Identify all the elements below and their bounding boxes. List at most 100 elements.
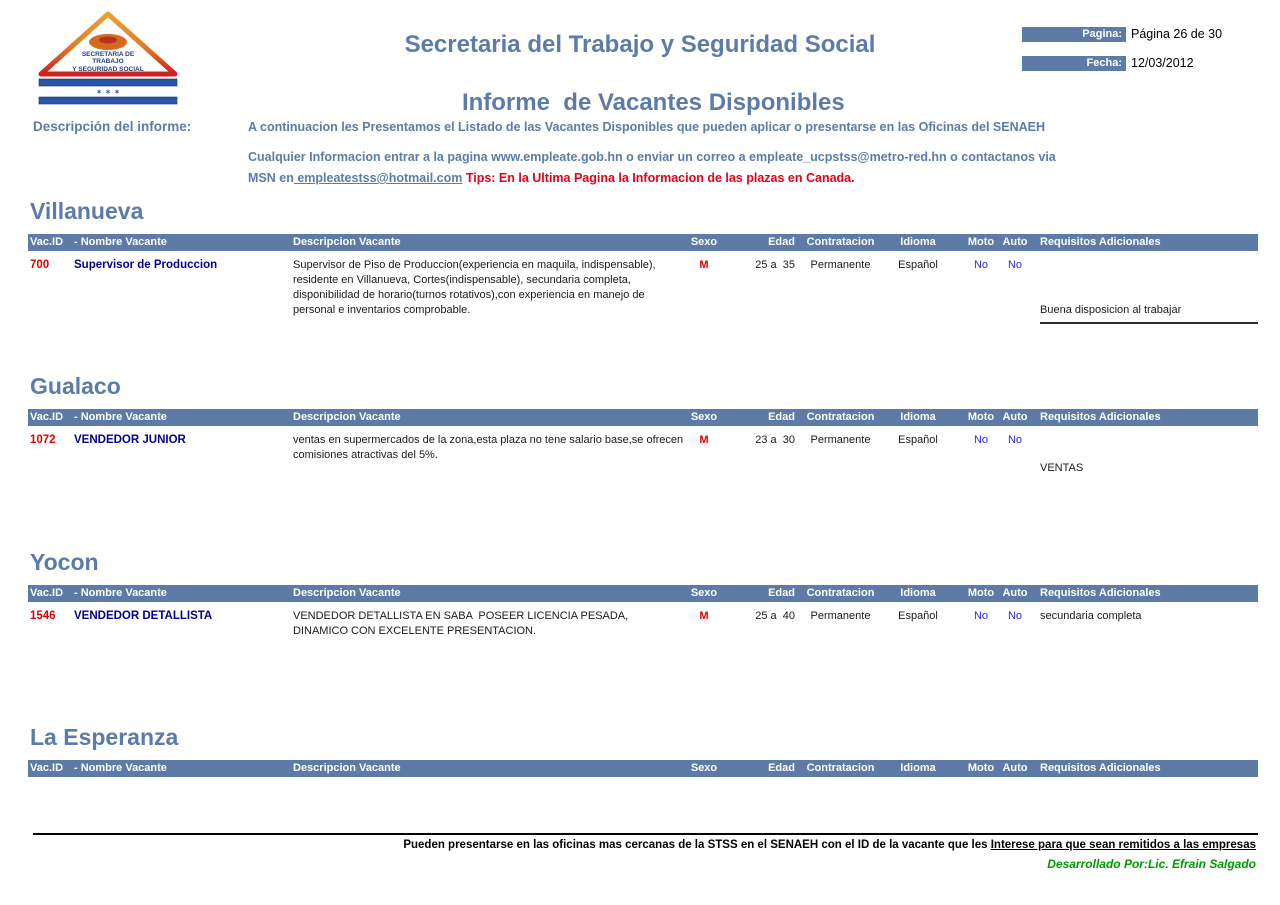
report-description-paragraph1: A continuacion les Presentamos el Listad… [248,120,1046,134]
vacancy-id: 1546 [30,610,56,622]
col-header-moto: Moto [967,762,995,774]
vacancy-description: VENDEDOR DETALLISTA EN SABA POSEER LICEN… [293,610,632,637]
vacancy-auto: No [1007,434,1023,446]
vacancy-requisitos: VENTAS [1040,462,1084,474]
vacancy-description: ventas en supermercados de la zona,esta … [293,434,687,461]
col-header-nombre: - Nombre Vacante [74,587,167,599]
logo-stripe-top [38,78,178,87]
col-header-requisitos: Requisitos Adicionales [1040,587,1161,599]
col-header-edad: Edad [768,762,795,774]
vacancy-idioma: Español [898,610,938,622]
vacancy-id: 700 [30,259,50,271]
table-header-row: Vac.ID - Nombre Vacante Descripcion Vaca… [28,234,1258,251]
section-heading: Villanueva [30,198,144,224]
footer-note-main: Pueden presentarse en las oficinas mas c… [403,839,991,851]
vacancy-requisitos: Buena disposicion al trabajar [1040,303,1258,324]
vacancy-edad: 23 a 30 [755,434,795,446]
pagina-label-badge: Pagina: [1022,27,1126,42]
col-header-vacid: Vac.ID [30,587,64,599]
col-header-idioma: Idioma [900,236,936,248]
vacancy-edad: 25 a 40 [755,610,795,622]
col-header-sexo: Sexo [690,236,718,248]
logo-emblem-inner [99,36,117,44]
vacancy-id: 1072 [30,434,56,446]
vacancy-auto: No [1007,610,1023,622]
table-header-row: Vac.ID - Nombre Vacante Descripcion Vaca… [28,585,1258,602]
logo-text-line3: Y SEGURIDAD SOCIAL [72,66,143,73]
vacancy-row: 1072 VENDEDOR JUNIOR ventas en supermerc… [28,433,1258,523]
col-header-idioma: Idioma [900,762,936,774]
vacancy-idioma: Español [898,434,938,446]
col-header-sexo: Sexo [690,762,718,774]
col-header-auto: Auto [1002,411,1028,423]
page-title-line2: Informe de Vacantes Disponibles [461,89,845,116]
section-heading: Gualaco [30,373,121,399]
vacancy-row: 700 Supervisor de Produccion Supervisor … [28,258,1258,348]
col-header-edad: Edad [768,236,795,248]
vacancy-contratacion: Permanente [810,259,871,271]
fecha-value: 12/03/2012 [1131,56,1194,70]
tips-note: Tips: En la Ultima Pagina la Informacion… [465,171,855,185]
col-header-idioma: Idioma [900,587,936,599]
fecha-label-badge: Fecha: [1022,56,1126,71]
col-header-moto: Moto [967,411,995,423]
logo-stars: ✶ ✶ ✶ [96,88,121,97]
col-header-nombre: - Nombre Vacante [74,236,167,248]
vacancy-sexo: M [699,610,709,622]
col-header-edad: Edad [768,411,795,423]
section-heading: Yocon [30,549,99,575]
col-header-descripcion: Descripcion Vacante [293,762,401,774]
logo-text-line1: SECRETARIA DE [82,51,135,58]
logo-text-line2: TRABAJO [92,58,123,65]
stss-logo: SECRETARIA DE TRABAJO Y SEGURIDAD SOCIAL… [38,11,178,105]
logo-stripe-bottom [38,96,178,105]
vacancy-moto: No [973,610,989,622]
vacancy-idioma: Español [898,259,938,271]
col-header-requisitos: Requisitos Adicionales [1040,236,1161,248]
vacancy-contratacion: Permanente [810,610,871,622]
col-header-vacid: Vac.ID [30,762,64,774]
vacancy-row: 1546 VENDEDOR DETALLISTA VENDEDOR DETALL… [28,609,1258,699]
vacancy-auto: No [1007,259,1023,271]
vacancy-name: Supervisor de Produccion [74,259,218,271]
col-header-sexo: Sexo [690,587,718,599]
col-header-requisitos: Requisitos Adicionales [1040,411,1161,423]
col-header-sexo: Sexo [690,411,718,423]
col-header-contratacion: Contratacion [806,411,875,423]
table-header-row: Vac.ID - Nombre Vacante Descripcion Vaca… [28,409,1258,426]
footer-credit: Desarrollado Por:Lic. Efrain Salgado [1047,857,1256,871]
col-header-auto: Auto [1002,236,1028,248]
footer-note-underlined: Interese para que sean remitidos a las e… [990,839,1256,851]
vacancy-moto: No [973,434,989,446]
description-line1: Cualquier Informacion entrar a la pagina… [248,150,1056,164]
table-header-row: Vac.ID - Nombre Vacante Descripcion Vaca… [28,760,1258,777]
pagina-value: Página 26 de 30 [1131,27,1223,41]
vacancy-contratacion: Permanente [810,434,871,446]
col-header-descripcion: Descripcion Vacante [293,587,401,599]
description-msn-prefix: MSN en [248,171,294,185]
page-title: Secretaria del Trabajo y Seguridad Socia… [30,30,1250,117]
vacancy-requisitos: secundaria completa [1040,610,1142,622]
vacancy-description: Supervisor de Piso de Produccion(experie… [293,259,659,316]
report-description-label: Descripción del informe: [33,119,192,134]
email-link[interactable]: empleatestss@hotmail.com [293,171,463,185]
footer-divider [33,833,1258,835]
col-header-vacid: Vac.ID [30,411,64,423]
col-header-moto: Moto [967,587,995,599]
col-header-moto: Moto [967,236,995,248]
col-header-descripcion: Descripcion Vacante [293,236,401,248]
report-description-paragraph2: Cualquier Informacion entrar a la pagina… [248,147,1148,189]
col-header-edad: Edad [768,587,795,599]
col-header-contratacion: Contratacion [806,587,875,599]
vacancy-edad: 25 a 35 [755,259,795,271]
col-header-descripcion: Descripcion Vacante [293,411,401,423]
col-header-idioma: Idioma [900,411,936,423]
col-header-requisitos: Requisitos Adicionales [1040,762,1161,774]
col-header-contratacion: Contratacion [806,762,875,774]
vacancy-sexo: M [699,259,709,271]
vacancy-moto: No [973,259,989,271]
col-header-contratacion: Contratacion [806,236,875,248]
vacancy-name: VENDEDOR DETALLISTA [74,610,213,622]
section-heading: La Esperanza [30,724,179,750]
